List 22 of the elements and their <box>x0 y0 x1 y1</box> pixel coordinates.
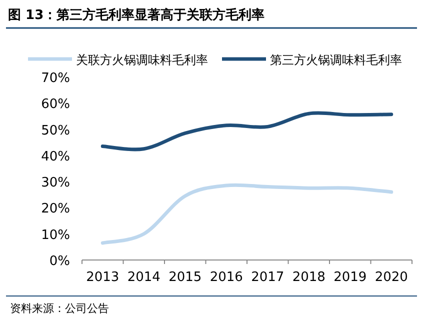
x-tick-label: 2015 <box>168 270 202 285</box>
y-tick-label: 70% <box>41 71 70 86</box>
x-tick-label: 2018 <box>292 270 326 285</box>
x-tick-label: 2013 <box>86 270 120 285</box>
y-tick-label: 50% <box>41 123 70 138</box>
y-tick-label: 20% <box>41 202 70 217</box>
x-tick-label: 2020 <box>374 270 408 285</box>
y-tick-label: 60% <box>41 97 70 112</box>
line-series <box>100 183 394 245</box>
line-series <box>100 111 394 152</box>
x-tick-label: 2014 <box>127 270 160 285</box>
x-tick-label: 2016 <box>210 270 243 285</box>
chart-title: 图 13：第三方毛利率显著高于关联方毛利率 <box>8 7 265 23</box>
y-tick-label: 0% <box>49 254 70 269</box>
legend-label: 第三方火锅调味料毛利率 <box>270 53 402 67</box>
legend-label: 关联方火锅调味料毛利率 <box>76 53 208 67</box>
x-tick-label: 2019 <box>334 270 367 285</box>
y-tick-label: 10% <box>41 228 70 243</box>
text: 资料来源：公司公告 <box>10 302 109 315</box>
x-tick-label: 2017 <box>251 270 284 285</box>
y-tick-label: 30% <box>41 176 70 191</box>
y-tick-label: 40% <box>41 149 70 164</box>
